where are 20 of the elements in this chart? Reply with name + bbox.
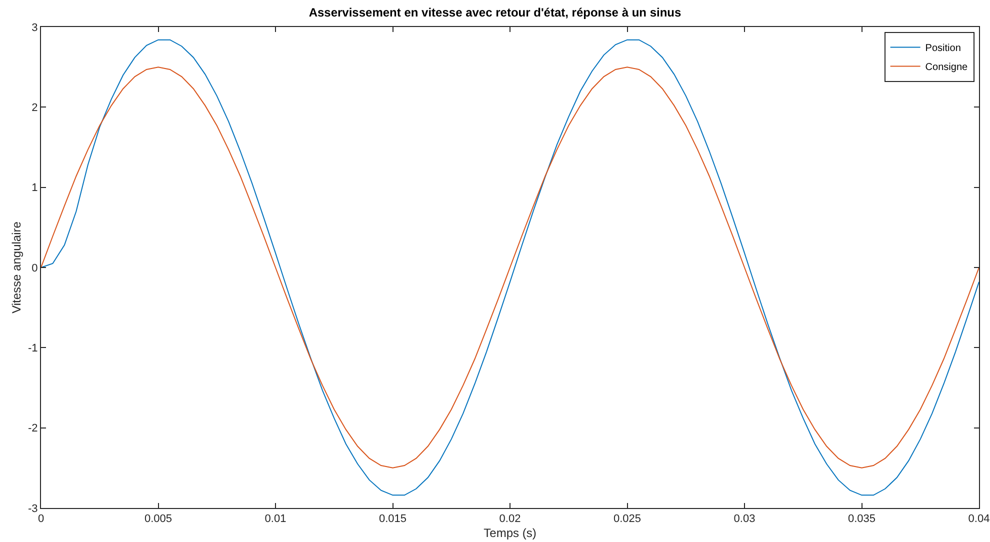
y-tick-label: -1 [28, 342, 38, 355]
x-tick-label: 0.005 [144, 513, 172, 526]
x-tick-label: 0.04 [968, 513, 990, 526]
legend-label: Position [925, 43, 961, 54]
x-tick-label: 0.025 [613, 513, 642, 526]
legend-label: Consigne [925, 62, 968, 74]
y-axis-title: Vitesse angulaire [9, 221, 24, 314]
y-tick-label: 2 [32, 102, 38, 114]
x-tick-label: 0.01 [264, 513, 286, 526]
y-tick-label: -3 [28, 502, 38, 515]
x-tick-label: 0.02 [499, 513, 521, 526]
x-tick-label: 0.03 [734, 513, 756, 526]
x-axis-title: Temps (s) [484, 526, 536, 540]
y-tick-label: 0 [32, 262, 38, 274]
x-tick-label: 0.015 [378, 513, 407, 526]
y-tick-label: -2 [28, 422, 38, 435]
x-tick-label: 0.035 [848, 513, 876, 526]
y-tick-label: 1 [32, 182, 38, 194]
y-tick-label: 3 [32, 22, 38, 34]
chart-title: Asservissement en vitesse avec retour d'état, réponse à un sinus [308, 6, 682, 20]
